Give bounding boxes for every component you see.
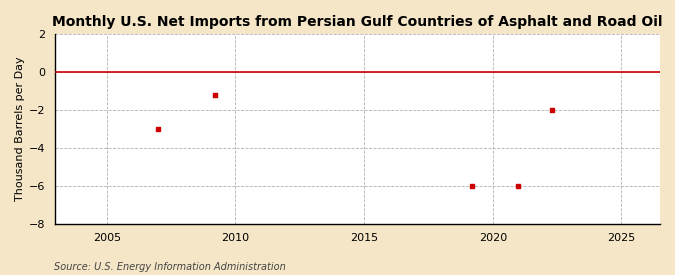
Title: Monthly U.S. Net Imports from Persian Gulf Countries of Asphalt and Road Oil: Monthly U.S. Net Imports from Persian Gu…: [53, 15, 663, 29]
Point: [547, 108, 558, 112]
Point: [513, 184, 524, 188]
Point: [209, 93, 220, 97]
Text: Source: U.S. Energy Information Administration: Source: U.S. Energy Information Administ…: [54, 262, 286, 272]
Point: [467, 184, 478, 188]
Point: [153, 127, 164, 131]
Y-axis label: Thousand Barrels per Day: Thousand Barrels per Day: [15, 57, 25, 201]
